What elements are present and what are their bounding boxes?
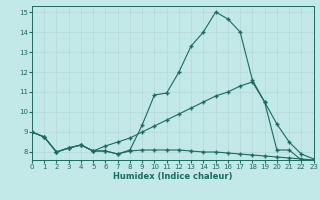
X-axis label: Humidex (Indice chaleur): Humidex (Indice chaleur) [113, 172, 233, 181]
